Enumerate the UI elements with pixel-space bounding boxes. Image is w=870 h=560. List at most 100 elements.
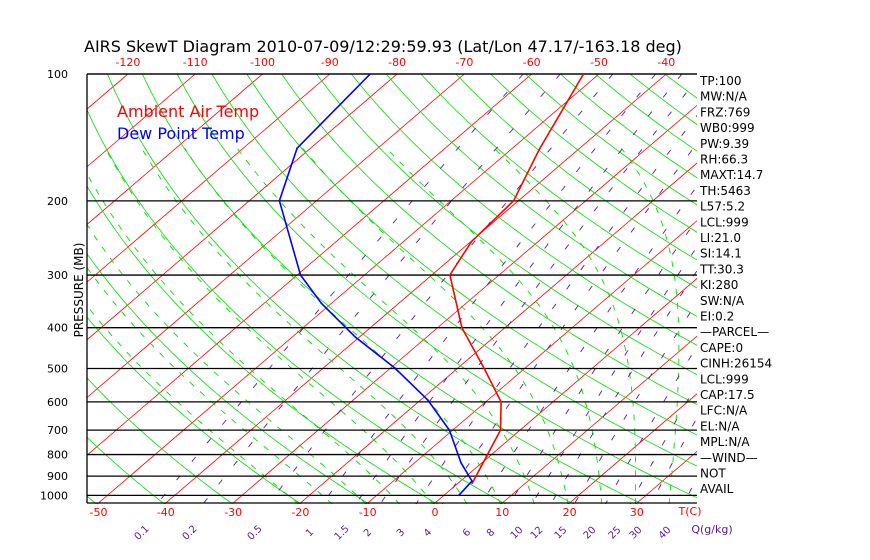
stat-line: TP:100 <box>699 74 742 88</box>
moist-adiabat-line <box>302 147 569 504</box>
dry-adiabat-line <box>107 74 575 504</box>
isotherm-line <box>87 74 263 225</box>
dew-point-temp-line <box>278 74 473 496</box>
bottom-temp-tick-label: -30 <box>224 506 242 519</box>
ambient-air-temp-point <box>470 240 473 243</box>
isotherm-line <box>567 393 697 504</box>
dew-point-temp-point <box>471 480 473 482</box>
mixing-ratio-line <box>441 142 697 504</box>
legend-dew-point-temp: Dew Point Temp <box>117 124 245 143</box>
dry-adiabat-line <box>769 74 870 504</box>
ambient-air-temp-point <box>486 453 489 456</box>
dry-adiabat-line <box>87 253 370 504</box>
top-temp-tick-label: -60 <box>523 56 541 69</box>
mixing-ratio-line <box>531 246 697 504</box>
stat-line: PW:9.39 <box>700 137 749 151</box>
isotherm-line <box>164 74 667 504</box>
top-temp-tick-label: -100 <box>250 56 275 69</box>
top-temp-tick-label: -110 <box>183 56 208 69</box>
mixing-ratio-tick-label: 30 <box>628 525 645 542</box>
mixing-ratio-tick-label: 8 <box>485 527 497 539</box>
mixing-ratio-tick-label: 2 <box>362 527 374 539</box>
dew-point-temp-point <box>457 494 460 497</box>
dew-point-temp-point <box>460 462 462 464</box>
mixing-ratio-line <box>550 269 697 504</box>
stat-line: EI:0.2 <box>700 310 734 324</box>
dry-adiabat-line <box>87 316 302 504</box>
stat-line: LI:21.0 <box>700 231 741 245</box>
stat-line: NOT <box>700 467 726 481</box>
dry-adiabat-line <box>87 377 234 504</box>
stat-line: RH:66.3 <box>700 153 748 167</box>
isotherm-line <box>635 450 697 504</box>
mixing-ratio-line <box>355 74 683 504</box>
stat-line: AVAIL <box>700 482 734 496</box>
mixing-ratio-tick-label: 0.5 <box>246 524 265 543</box>
top-temp-tick-label: -40 <box>657 56 675 69</box>
bottom-temp-tick-label: 30 <box>630 506 644 519</box>
ambient-air-temp-point <box>500 401 502 403</box>
isotherm-line <box>96 74 600 504</box>
isotherm-line <box>87 74 532 456</box>
ambient-air-temp-point <box>449 274 451 276</box>
stat-line: LCL:999 <box>700 215 749 229</box>
mixing-ratio-tick-label: 12 <box>529 525 546 542</box>
profiles <box>278 74 585 497</box>
mixing-ratio-line <box>379 78 697 504</box>
x-axis-label: T(C) <box>678 505 702 518</box>
mixing-ratio-line <box>321 74 656 504</box>
dew-point-temp-point <box>354 336 357 338</box>
top-temp-tick-label: -120 <box>115 56 140 69</box>
pressure-tick-label: 900 <box>47 470 68 483</box>
bottom-temp-tick-label: 10 <box>495 506 509 519</box>
pressure-tick-label: 100 <box>47 68 68 81</box>
stat-line: LFC:N/A <box>700 404 748 418</box>
isotherm-line <box>87 74 398 341</box>
dry-adiabat-line <box>735 74 870 504</box>
mixing-ratio-tick-label: 3 <box>395 527 407 539</box>
isotherm-line <box>87 74 129 110</box>
dew-point-temp-point <box>394 367 396 369</box>
mixing-ratio-tick-label: 1.5 <box>333 524 352 543</box>
stat-line: L57:5.2 <box>700 200 745 214</box>
pressure-tick-label: 400 <box>47 322 68 335</box>
top-temp-tick-label: -70 <box>455 56 473 69</box>
top-temp-tick-label: -50 <box>590 56 608 69</box>
pressure-tick-label: 1000 <box>40 489 68 502</box>
dew-point-temp-point <box>427 399 429 401</box>
stat-line: MAXT:14.7 <box>700 168 763 182</box>
dew-point-temp-point <box>278 200 281 202</box>
mixing-ratio-tick-label: 4 <box>422 527 434 539</box>
dry-adiabat-line <box>839 74 870 504</box>
dry-adiabat-line <box>664 74 697 99</box>
stat-line: —WIND— <box>700 451 758 465</box>
stat-line: FRZ:769 <box>700 105 750 119</box>
mixing-ratio-line <box>629 383 697 504</box>
mixing-ratio-axis-label: Q(g/kg) <box>691 523 732 536</box>
mixing-ratio-tick-label: 20 <box>582 525 599 542</box>
mixing-ratio-line <box>415 114 697 504</box>
dew-point-temp-point <box>299 274 302 276</box>
bottom-temp-tick-label: -50 <box>90 506 108 519</box>
isotherm-line <box>365 220 697 504</box>
ambient-air-temp-point <box>483 367 486 370</box>
isotherm-line <box>433 277 697 504</box>
stat-line: MPL:N/A <box>700 435 750 449</box>
dry-adiabat-line <box>629 74 697 125</box>
chart-title: AIRS SkewT Diagram 2010-07-09/12:29:59.9… <box>84 37 682 56</box>
bottom-temp-tick-label: -10 <box>359 506 377 519</box>
pressure-tick-label: 200 <box>47 195 68 208</box>
bottom-temp-tick-label: 0 <box>432 506 439 519</box>
stat-line: LCL:999 <box>700 372 749 386</box>
mixing-ratio-tick-label: 25 <box>607 525 624 542</box>
mixing-ratio-tick-label: 1 <box>304 527 316 539</box>
ambient-air-temp-point <box>512 200 515 202</box>
moist-adiabat-line <box>386 147 603 504</box>
bottom-temp-tick-label: -20 <box>291 506 309 519</box>
mixing-ratio-line <box>573 301 697 504</box>
stat-line: TH:5463 <box>699 184 751 198</box>
mixing-ratio-tick-label: 6 <box>461 527 473 539</box>
top-temp-tick-label: -80 <box>388 56 406 69</box>
